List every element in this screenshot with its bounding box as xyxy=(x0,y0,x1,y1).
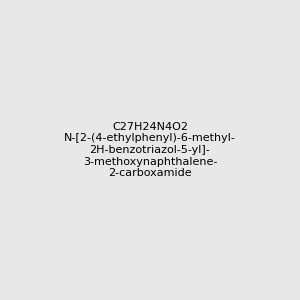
Text: C27H24N4O2
N-[2-(4-ethylphenyl)-6-methyl-
2H-benzotriazol-5-yl]-
3-methoxynaphth: C27H24N4O2 N-[2-(4-ethylphenyl)-6-methyl… xyxy=(64,122,236,178)
